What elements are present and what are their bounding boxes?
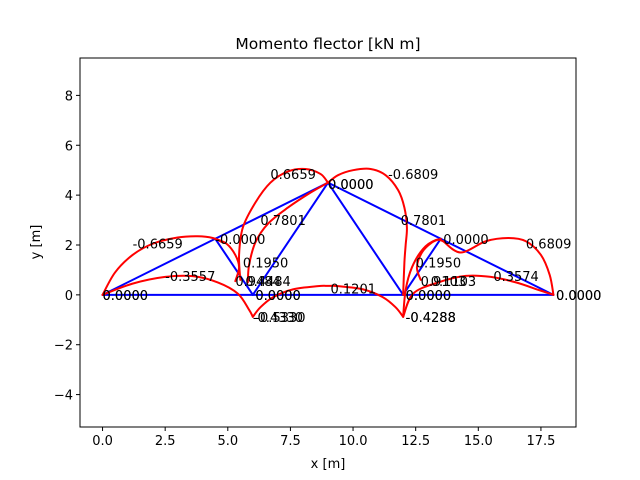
y-tick-label: 6 [65,139,73,154]
plot-content [101,167,555,318]
axes: 0.0 2.5 5.0 7.5 10.0 12.5 15.0 17.5 −4 −2 0 2 4 6 8 [54,57,577,449]
moment-curve-5 [237,167,329,281]
structure-member-8 [327,181,405,296]
moment-curve-7 [327,167,408,296]
structure-member-4 [101,237,217,296]
y-tick-label: −2 [54,339,73,354]
moment-curve-9 [415,237,442,281]
moment-value-label: 0.1201 [331,283,377,298]
moment-value-label: -0.6809 [388,168,438,183]
moment-value-label: 0.9484 [235,275,280,290]
structure-member-5 [214,181,329,240]
x-tick-label: 17.5 [526,434,555,449]
y-tick-label: 0 [65,289,73,304]
moment-value-label: 0.7801 [260,214,306,229]
moment-curve-3 [101,274,254,318]
y-tick-label: 4 [65,189,73,204]
y-tick-label: −4 [54,389,73,404]
moment-value-label: 0.0000 [556,289,602,304]
moment-value-label: 0.7801 [401,214,447,229]
chart-title: Momento flector [kN m] [235,35,420,53]
moment-value-label: 0.6809 [526,238,572,253]
moment-value-label: -0.0000 [215,233,265,248]
moment-value-label: 0.1950 [243,256,289,271]
plot-area: 0.0000 0.0000 -0.6659 -0.3557 -0.0000 0.1950 0… [101,167,602,326]
structure-member-10 [439,237,555,296]
moment-value-label: 0.4484 [245,275,290,290]
structure-member-11 [402,237,442,296]
structure-member-6 [214,237,254,296]
moment-value-label: 0.0000 [406,289,452,304]
x-axis-label: x [m] [311,457,346,472]
moment-curve-2 [214,237,241,283]
moment-curve-4 [251,284,405,318]
moment-value-label: 0.6659 [270,168,316,183]
x-tick-label: 5.0 [217,434,238,449]
moment-value-label: -0.4330 [253,311,303,326]
moment-value-label: 0.0000 [255,289,300,304]
moment-value-label: 0.9103 [421,275,467,290]
x-tick-label: 7.5 [280,434,301,449]
moment-value-label: -0.5330 [255,311,305,326]
moment-curve-10 [402,274,555,318]
moment-value-label: 0.3574 [493,270,539,285]
moment-value-label: -0.6659 [133,238,183,253]
moment-value-label: 0.0000 [328,178,374,193]
moment-value-label: 0.0000 [443,233,489,248]
moment-value-label: 0.0000 [556,289,602,304]
structure-member-9 [327,181,442,240]
x-tick-label: 15.0 [464,434,493,449]
moment-value-label: 0.0000 [255,289,300,304]
moment-value-label: 0.1103 [431,275,477,290]
moment-curve-1 [101,235,224,296]
moment-curve-11 [442,237,555,296]
y-axis-label: y [m] [29,225,44,260]
moment-value-label: -0.4288 [406,311,456,326]
moment-value-label: 0.0000 [103,289,149,304]
moment-value-label: -0.4288 [406,311,456,326]
moment-value-label: -0.3557 [165,270,215,285]
x-tick-label: 12.5 [401,434,430,449]
y-tick-label: 8 [65,89,73,104]
moment-curve-6 [246,181,329,284]
x-tick-label: 10.0 [339,434,368,449]
moment-value-label: 0.0000 [103,289,149,304]
x-tick-label: 2.5 [155,434,176,449]
moment-value-label: 0.0000 [328,178,374,193]
structure-member-7 [251,181,329,296]
axes-frame [79,57,577,428]
moment-value-label: 0.1950 [416,256,462,271]
moment-value-label: 0.0000 [406,289,452,304]
x-tick-label: 0.0 [92,434,113,449]
y-tick-label: 2 [65,239,73,254]
